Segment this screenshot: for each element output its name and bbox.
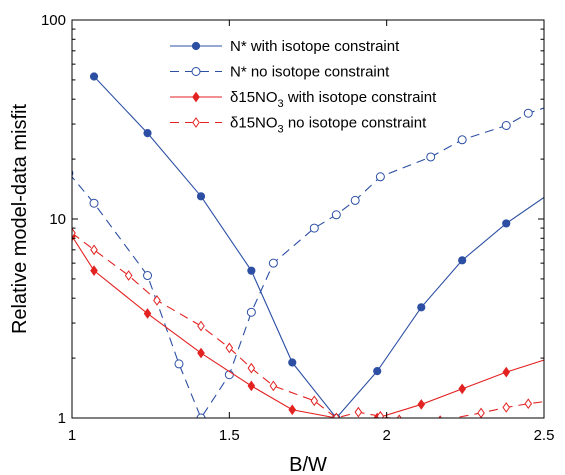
y-tick-label-0: 1	[58, 410, 66, 427]
x-tick-label-1: 1.5	[219, 427, 240, 444]
legend: N* with isotope constraint N* no isotope …	[170, 38, 437, 136]
data-point-3-5	[225, 342, 234, 354]
data-point-0-0	[89, 72, 99, 81]
series-3	[72, 227, 553, 418]
legend-label-0: N* with isotope constraint	[230, 38, 400, 55]
series-line-2	[72, 235, 544, 418]
x-tick-label-2: 2	[382, 427, 390, 444]
legend-label-2: δ15NO3 with isotope constraint	[230, 89, 437, 110]
data-point-2-9	[458, 383, 467, 395]
data-point-2-8	[417, 399, 426, 410]
data-point-1-13	[457, 135, 467, 145]
data-point-2-1	[90, 265, 98, 277]
data-point-0-8	[458, 256, 467, 265]
x-axis-title: B/W	[289, 454, 327, 475]
data-point-3-0	[72, 227, 76, 239]
legend-marker-2	[192, 91, 200, 103]
data-point-1-16	[546, 102, 554, 110]
data-point-0-10	[547, 189, 554, 196]
legend-label-3: δ15NO3 no isotope constraint	[230, 115, 427, 136]
legend-label-1: N* no isotope constraint	[230, 64, 390, 81]
legend-marker-0	[191, 41, 201, 51]
data-point-1-4	[196, 413, 206, 418]
data-point-0-6	[373, 367, 382, 376]
series-layer	[72, 72, 554, 418]
plot-area	[72, 20, 544, 418]
legend-marker-1	[191, 67, 201, 76]
series-1	[72, 102, 554, 418]
data-point-3-7	[269, 380, 278, 392]
data-point-3-15	[502, 402, 511, 413]
x-tick-label-3: 2.5	[534, 427, 555, 444]
ticks-layer: 1 1.5 2 2.5 1 10 100	[41, 12, 554, 444]
data-point-3-11	[376, 410, 385, 418]
x-tick-label-0: 1	[68, 427, 76, 444]
data-point-2-11	[547, 354, 553, 363]
data-point-1-1	[89, 198, 99, 208]
series-0	[89, 72, 554, 418]
data-point-0-7	[417, 303, 426, 312]
data-point-2-4	[247, 380, 256, 392]
data-point-3-10	[354, 406, 363, 418]
data-point-1-2	[143, 271, 153, 281]
data-point-2-5	[288, 404, 297, 416]
data-point-0-2	[196, 192, 206, 201]
data-point-0-4	[288, 358, 297, 367]
data-point-1-15	[523, 108, 533, 118]
data-point-1-3	[174, 359, 184, 369]
data-point-3-12	[396, 414, 402, 418]
data-point-1-11	[375, 172, 385, 182]
data-point-3-6	[247, 362, 256, 374]
data-point-1-9	[331, 210, 341, 220]
data-point-0-1	[143, 129, 152, 138]
data-point-1-12	[426, 152, 436, 162]
series-line-0	[93, 76, 544, 418]
y-tick-label-1: 10	[49, 211, 66, 228]
data-point-3-9	[332, 412, 341, 418]
data-point-1-8	[309, 223, 319, 233]
data-point-3-14	[477, 407, 485, 418]
data-point-3-16	[524, 398, 533, 410]
data-point-2-2	[143, 308, 152, 319]
data-point-1-7	[268, 258, 278, 268]
y-axis-title: Relative model-data misfit	[9, 104, 31, 335]
data-point-1-10	[350, 195, 360, 205]
data-point-3-3	[153, 295, 161, 306]
data-point-2-3	[197, 347, 205, 359]
series-line-1	[72, 107, 544, 418]
y-tick-label-2: 100	[41, 12, 66, 29]
legend-marker-3	[192, 117, 200, 128]
data-point-3-17	[547, 396, 553, 405]
data-point-3-8	[310, 395, 319, 407]
data-point-1-6	[246, 307, 256, 317]
data-point-1-14	[501, 121, 511, 131]
data-point-3-1	[90, 244, 98, 256]
data-point-0-9	[502, 219, 511, 228]
data-point-2-10	[502, 366, 511, 378]
data-point-0-3	[247, 266, 256, 275]
data-point-3-2	[124, 270, 133, 281]
data-point-3-4	[197, 320, 205, 332]
